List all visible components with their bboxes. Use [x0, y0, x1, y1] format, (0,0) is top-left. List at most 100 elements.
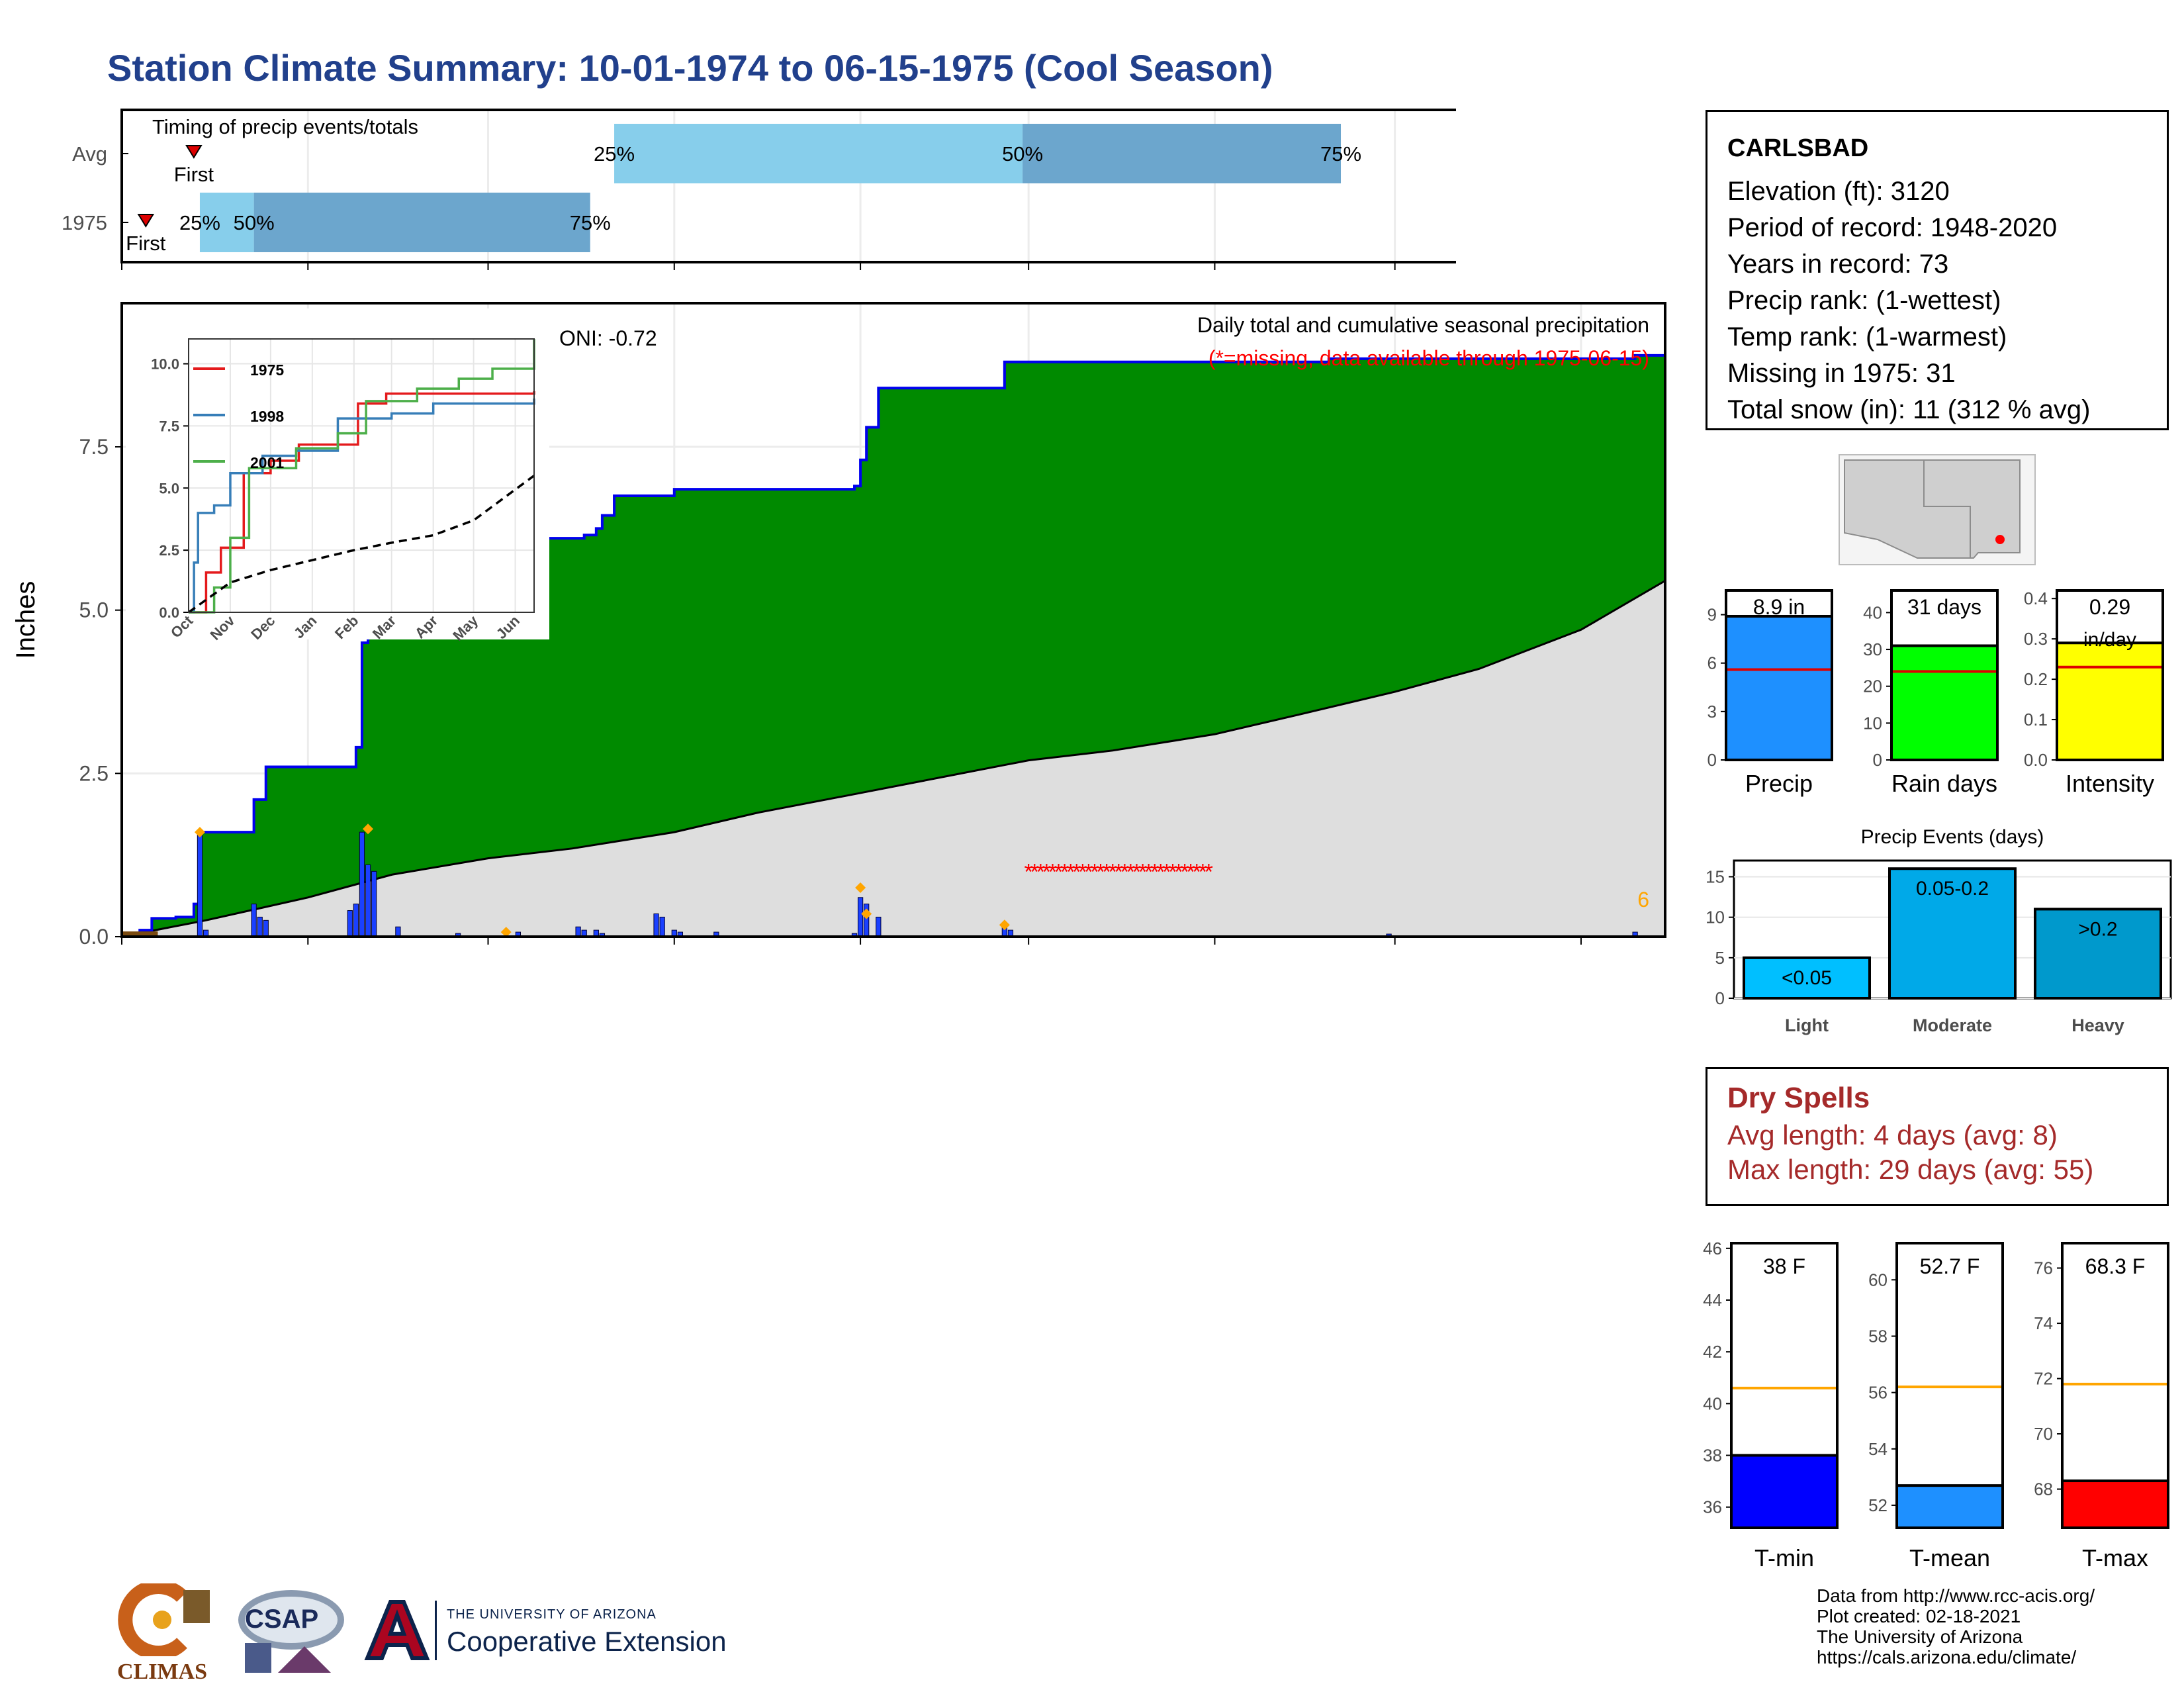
daily-precip-bar: [251, 904, 257, 937]
locator-map: [1839, 454, 2036, 565]
climas-logo: CLIMAS: [109, 1579, 215, 1684]
precip-y-tick-label: 0.0: [79, 925, 109, 949]
precip-y-tick-label: 5.0: [79, 598, 109, 622]
temp-summary-value-tmin: 38 F: [1763, 1254, 1805, 1278]
timing-bar-25-50: [199, 193, 254, 252]
missing-data-note: (*=missing, data available through 1975-…: [1208, 346, 1649, 370]
missing-data-marker: *: [1096, 859, 1105, 884]
precip-corner-count: 6: [1637, 888, 1649, 912]
summary-tick-label: 0: [1873, 750, 1882, 770]
daily-precip-bar: [876, 916, 882, 937]
daily-precip-bar: [197, 831, 203, 937]
summary-label-precip: Precip: [1745, 770, 1813, 797]
station-name: CARLSBAD: [1727, 134, 1869, 162]
timing-row-label: 1975: [62, 211, 107, 234]
coop-ext-text: Cooperative Extension: [447, 1626, 727, 1657]
temp-summary-tick-label: 72: [2034, 1369, 2053, 1389]
temp-summary-tick-label: 70: [2034, 1424, 2053, 1444]
high-precip-marker: [500, 927, 512, 938]
missing-data-marker: *: [1090, 859, 1099, 884]
missing-data-marker: *: [1193, 859, 1201, 884]
timing-p75-label: 75%: [570, 211, 611, 234]
missing-data-marker: *: [1168, 859, 1177, 884]
precip-events-bar: [2034, 908, 2162, 1000]
missing-data-marker: *: [1138, 859, 1147, 884]
csap-logo-text: CSAP: [245, 1605, 319, 1634]
daily-precip-bar: [659, 916, 665, 937]
summary-tick-label: 0: [1707, 750, 1717, 770]
missing-data-marker: *: [1054, 859, 1063, 884]
inset-line-avg: [187, 475, 535, 614]
missing-data-marker: *: [1162, 859, 1171, 884]
inset-legend-label: 2001: [250, 454, 284, 471]
precip-events-category: Light: [1785, 1015, 1829, 1035]
precip-events-category: Heavy: [2071, 1015, 2124, 1035]
temp-summary-tick-label: 74: [2034, 1313, 2053, 1333]
missing-data-marker: *: [1078, 859, 1087, 884]
missing-data-marker: *: [1103, 859, 1111, 884]
daily-precip-bar: [257, 916, 263, 937]
missing-data-marker: *: [1132, 859, 1141, 884]
temp-summary-label-tmean: T-mean: [1909, 1544, 1990, 1571]
timing-bar-50-75: [1023, 124, 1342, 183]
summary-value-intensity: 0.29: [2089, 595, 2130, 619]
daily-precip-bar: [371, 870, 377, 937]
high-precip-marker: [194, 827, 205, 838]
precip-and-temp-chart: *******************************0.02.55.0…: [11, 302, 1666, 949]
timing-p25-label: 25%: [179, 211, 220, 234]
missing-data-marker: *: [1066, 859, 1075, 884]
inset-y-tick-label: 5.0: [159, 480, 179, 496]
missing-data-marker: *: [1036, 859, 1045, 884]
summary-tick-label: 0.2: [2024, 669, 2048, 689]
timing-row-label: Avg: [72, 142, 107, 165]
inset-line-1998: [189, 399, 535, 614]
summary-tick-label: 0.1: [2024, 710, 2048, 729]
missing-data-marker: *: [1060, 859, 1069, 884]
summary-value-precip: 8.9 in: [1753, 595, 1805, 619]
temp-summary-tick-label: 46: [1703, 1239, 1722, 1258]
summary-bar-raindays: [1890, 644, 1999, 762]
station-info-line: Temp rank: (1-warmest): [1727, 322, 2007, 352]
temp-summary-tick-label: 60: [1868, 1270, 1888, 1289]
dry-spells-avg: Avg length: 4 days (avg: 8): [1727, 1119, 2058, 1150]
summary-label-raindays: Rain days: [1891, 770, 1997, 797]
precip-frame: [120, 302, 1666, 938]
temp-summary-label-tmax: T-max: [2082, 1544, 2148, 1571]
missing-data-marker: *: [1205, 859, 1213, 884]
dry-spells-box: Dry Spells Avg length: 4 days (avg: 8) M…: [1706, 1067, 2169, 1206]
footer-line: The University of Arizona: [1817, 1626, 2023, 1647]
summary-tick-label: 0.0: [2024, 750, 2048, 770]
footer-credits: Data from http://www.rcc-acis.org/Plot c…: [1817, 1585, 2095, 1667]
temp-summary-tick-label: 54: [1868, 1439, 1888, 1459]
precip-events-category: Moderate: [1913, 1015, 1992, 1035]
summary-tick-label: 30: [1863, 639, 1882, 659]
daily-precip-bar: [575, 926, 581, 937]
missing-data-marker: *: [1024, 859, 1033, 884]
temp-summary-tick-label: 52: [1868, 1495, 1888, 1515]
timing-chart: Timing of precip events/totals Avg 25% 50% 7…: [62, 109, 1456, 270]
ua-name-text: THE UNIVERSITY OF ARIZONA: [447, 1607, 657, 1622]
timing-first-label: First: [126, 232, 166, 255]
station-location-dot: [1995, 535, 2005, 544]
summary-tick-label: 6: [1707, 653, 1717, 673]
temp-summary-tick-label: 56: [1868, 1383, 1888, 1403]
summary-unit-intensity: in/day: [2083, 629, 2136, 651]
temp-summary-tick-label: 76: [2034, 1258, 2053, 1278]
events-tick-label: 5: [1715, 948, 1725, 968]
summary-tick-label: 20: [1863, 677, 1882, 696]
inset-y-tick-label: 2.5: [159, 542, 179, 559]
summary-tick-label: 10: [1863, 713, 1882, 733]
high-precip-marker: [363, 823, 374, 835]
csap-logo: CSAP: [232, 1583, 351, 1683]
missing-data-marker: *: [1126, 859, 1135, 884]
daily-precip-bar: [263, 919, 269, 937]
summary-label-intensity: Intensity: [2066, 770, 2154, 797]
season-summary-charts: 0 3 6 9 8.9 in Precip 0 10 20 30 40 31 days Rain day…: [1707, 588, 2164, 797]
avg-cumulative-precip-area: [121, 579, 1666, 938]
temp-summary-bar-tmax: [2061, 1479, 2169, 1529]
missing-data-marker: *: [1048, 859, 1057, 884]
timing-title: Timing of precip events/totals: [152, 115, 418, 138]
station-info-line: Period of record: 1948-2020: [1727, 213, 2058, 242]
dry-spells-title: Dry Spells: [1727, 1082, 1870, 1114]
summary-tick-label: 3: [1707, 702, 1717, 722]
